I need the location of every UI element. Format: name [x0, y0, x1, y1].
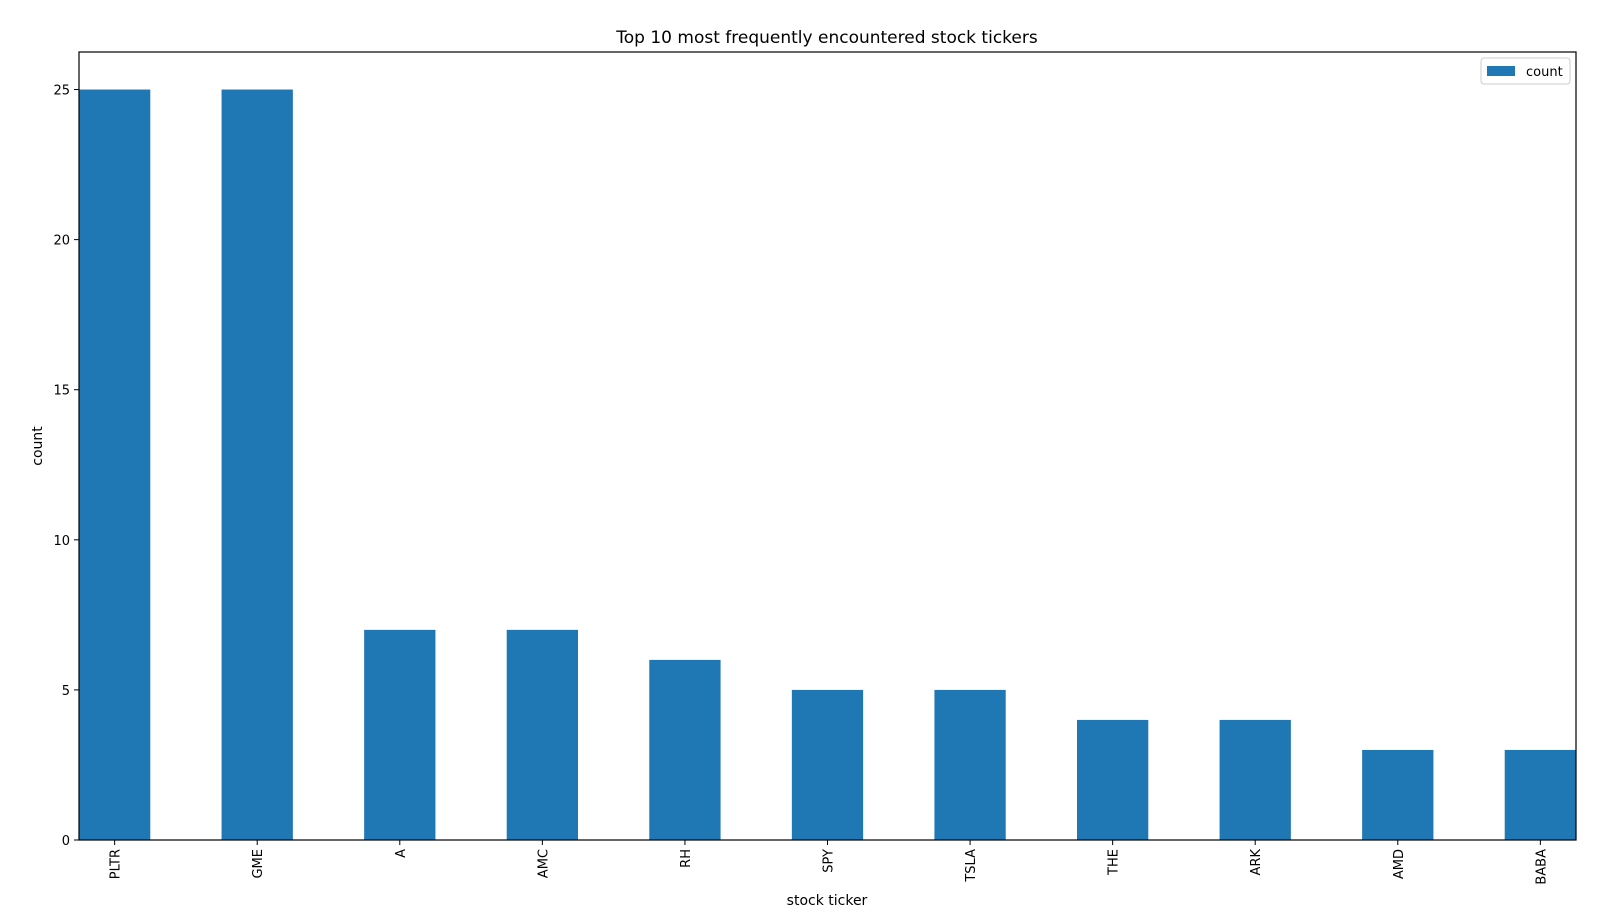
- bar-pltr: [79, 89, 151, 841]
- y-tick-label: 5: [62, 684, 70, 699]
- legend: count: [1480, 57, 1571, 85]
- x-tick-label: RH: [679, 849, 694, 868]
- legend-frame: [1480, 57, 1571, 85]
- bar-the: [1077, 719, 1149, 840]
- x-axis-label: stock ticker: [787, 893, 868, 909]
- x-tick-label: PLTR: [109, 849, 124, 879]
- x-tick-label: SPY: [822, 849, 837, 873]
- bar-spy: [791, 689, 864, 840]
- x-axis: PLTR GME A AMC RH SPY TSLA THE ARK AMD BABA: [109, 840, 1549, 885]
- bar-amd: [1362, 749, 1434, 840]
- y-tick-label: 0: [62, 834, 70, 849]
- bar-a: [364, 629, 436, 840]
- x-tick-label: TSLA: [964, 849, 979, 883]
- bar-ark: [1219, 719, 1291, 840]
- y-axis: 0 5 10 15 20 25: [53, 84, 79, 849]
- x-tick-label: THE: [1107, 849, 1122, 876]
- x-tick-label: GME: [251, 849, 266, 879]
- bars: [79, 89, 1576, 841]
- y-tick-label: 20: [53, 234, 70, 249]
- chart-title: Top 10 most frequently encountered stock…: [615, 28, 1038, 48]
- x-tick-label: AMD: [1392, 849, 1407, 879]
- y-tick-label: 10: [53, 534, 70, 549]
- bar-gme: [221, 89, 293, 841]
- legend-swatch: [1487, 66, 1515, 76]
- y-tick-label: 15: [53, 384, 70, 399]
- x-tick-label: A: [394, 849, 409, 858]
- bar-amc: [506, 629, 578, 840]
- legend-label: count: [1526, 65, 1563, 80]
- y-tick-label: 25: [53, 84, 70, 99]
- y-axis-label: count: [30, 426, 46, 466]
- bar-rh: [649, 659, 721, 840]
- x-tick-label: AMC: [536, 849, 551, 878]
- bar-tsla: [934, 689, 1006, 840]
- plot-area: [78, 51, 1577, 841]
- bar-baba: [1504, 749, 1576, 840]
- x-tick-label: ARK: [1249, 849, 1264, 876]
- x-tick-label: BABA: [1534, 849, 1549, 885]
